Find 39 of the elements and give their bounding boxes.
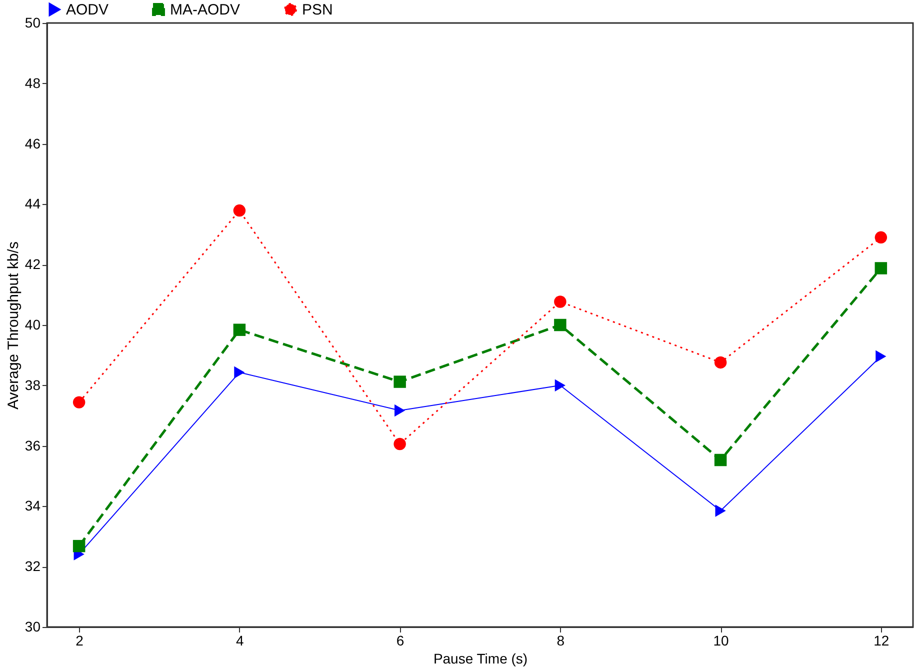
y-tick-label: 44 <box>24 196 41 212</box>
y-tick-label: 48 <box>24 74 41 91</box>
point <box>874 262 888 274</box>
point <box>554 318 566 332</box>
legend-label: PSN <box>302 2 333 19</box>
y-tick-label: 36 <box>24 437 41 454</box>
point <box>233 204 246 217</box>
y-tick-label: 50 <box>24 14 41 30</box>
y-tick-label: 34 <box>24 498 41 514</box>
point <box>715 504 726 517</box>
legend-label: AODV <box>66 2 109 19</box>
point <box>72 540 86 552</box>
point <box>233 324 246 336</box>
point <box>394 404 406 417</box>
point <box>234 366 245 379</box>
x-axis-title: Pause Time (s) <box>433 650 528 666</box>
x-tick-label: 10 <box>713 632 730 648</box>
point <box>554 379 566 392</box>
y-tick-label: 40 <box>24 316 41 332</box>
point <box>394 376 406 388</box>
x-tick-label: 8 <box>556 632 565 648</box>
y-tick-label: 30 <box>24 618 41 634</box>
point <box>714 356 727 369</box>
legend-label: MA-AODV <box>170 2 240 19</box>
x-tick-label: 6 <box>396 632 404 648</box>
point <box>554 296 566 308</box>
y-tick-label: 46 <box>24 135 41 152</box>
x-tick-label: 4 <box>236 632 244 648</box>
y-tick-label: 32 <box>24 558 41 574</box>
point <box>394 438 406 450</box>
point <box>72 396 86 408</box>
point <box>876 350 886 363</box>
x-tick-label: 12 <box>874 632 890 648</box>
x-tick-label: 2 <box>76 632 84 648</box>
y-axis-title: Average Throughput kb/s <box>4 242 22 410</box>
point <box>874 231 888 244</box>
y-tick-label: 38 <box>24 376 41 393</box>
point <box>714 454 727 466</box>
y-tick-label: 42 <box>24 256 41 272</box>
